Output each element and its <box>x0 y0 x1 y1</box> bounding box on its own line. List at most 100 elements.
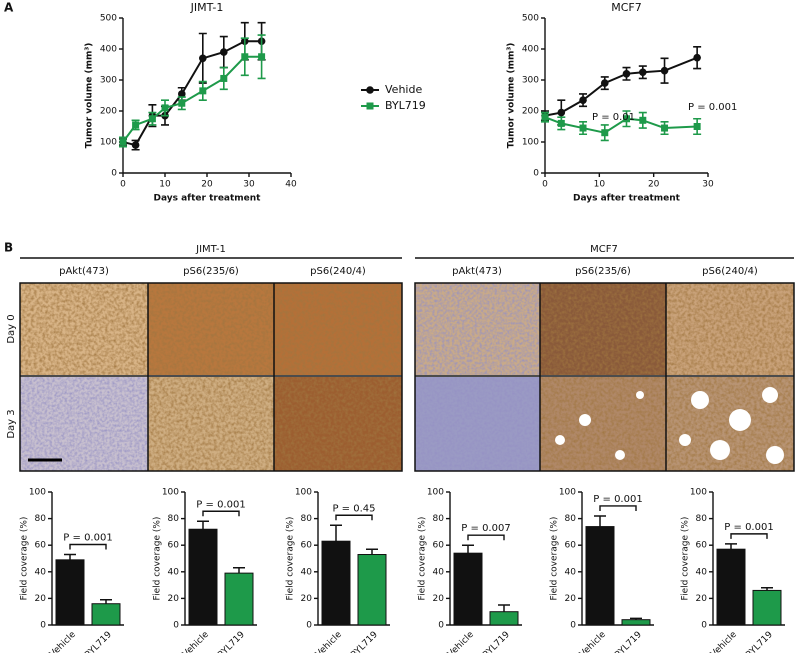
panel-label: A <box>4 1 14 15</box>
micrograph-texture <box>540 283 666 375</box>
y-tick-label: 60 <box>301 541 313 551</box>
error-bar <box>725 543 737 550</box>
point <box>220 74 228 82</box>
error-bar <box>197 520 209 530</box>
y-tick-label: 80 <box>35 514 47 524</box>
y-tick-label: 80 <box>168 514 180 524</box>
annotation: P = 0.01 <box>592 112 635 123</box>
y-tick-label: 20 <box>168 594 180 604</box>
y-tick-label: 80 <box>301 514 313 524</box>
point <box>541 113 549 121</box>
y-tick-label: 300 <box>522 76 539 86</box>
point <box>131 141 140 149</box>
error-bar <box>233 567 245 574</box>
y-tick-label: 100 <box>162 488 179 498</box>
x-axis-label: Days after treatment <box>153 194 261 204</box>
x-tick-label: BYL719 <box>349 630 380 653</box>
y-tick-label: 100 <box>295 488 312 498</box>
error-bar <box>330 524 342 542</box>
y-tick-label: 100 <box>559 488 576 498</box>
y-tick-label: 20 <box>35 594 47 604</box>
panel-label: B <box>4 241 13 255</box>
micrograph-texture <box>274 377 402 471</box>
y-tick-label: 0 <box>438 621 444 631</box>
y-tick-label: 40 <box>696 567 708 577</box>
bar <box>224 572 254 626</box>
y-tick-label: 80 <box>565 514 577 524</box>
bar <box>321 540 351 626</box>
point <box>639 116 647 124</box>
y-tick-label: 60 <box>433 541 445 551</box>
error-bar <box>366 548 378 555</box>
y-tick-label: 0 <box>306 621 312 631</box>
y-tick-label: 400 <box>100 45 117 55</box>
y-tick-label: 60 <box>168 541 180 551</box>
error-bar <box>498 604 510 612</box>
point <box>178 90 186 98</box>
micrograph-texture <box>666 283 794 375</box>
y-axis-label: Field coverage (%) <box>20 517 30 601</box>
x-tick-label: 20 <box>201 180 213 190</box>
annotation: P = 0.001 <box>593 494 642 505</box>
x-tick-label: Vehicle <box>578 629 608 653</box>
annotation: P = 0.007 <box>461 523 510 534</box>
x-tick-label: BYL719 <box>216 630 247 653</box>
point <box>220 48 228 56</box>
y-tick-label: 100 <box>100 138 117 148</box>
point <box>148 115 156 123</box>
y-tick-label: 20 <box>696 594 708 604</box>
x-tick-label: BYL719 <box>481 630 512 653</box>
x-tick-label: 0 <box>120 180 126 190</box>
legend-marker <box>366 102 374 110</box>
point <box>693 53 701 62</box>
stain-label: pS6(235/6) <box>575 266 631 277</box>
micrograph-texture <box>274 283 402 375</box>
y-tick-label: 0 <box>111 169 117 179</box>
legend-label: BYL719 <box>385 99 426 112</box>
x-tick-label: Vehicle <box>48 629 78 653</box>
annotation: P = 0.001 <box>63 533 112 544</box>
x-tick-label: 30 <box>702 180 714 190</box>
annotation: P = 0.001 <box>724 522 773 533</box>
day-label: Day 3 <box>6 409 17 438</box>
micrograph-texture <box>148 377 274 471</box>
stain-label: pAkt(473) <box>452 266 502 277</box>
y-tick-label: 40 <box>35 567 47 577</box>
y-tick-label: 0 <box>701 621 707 631</box>
bar <box>357 554 387 626</box>
micrograph-texture <box>540 377 666 471</box>
x-tick-label: Vehicle <box>709 629 739 653</box>
significance-bracket <box>599 505 637 511</box>
y-tick-label: 200 <box>522 107 539 117</box>
y-tick-label: 20 <box>565 594 577 604</box>
significance-bracket <box>467 534 505 541</box>
y-axis-label: Tumor volume (mm³) <box>85 43 95 149</box>
micrograph-texture <box>20 283 148 375</box>
annotation: P = 0.45 <box>332 503 375 514</box>
bar <box>188 528 218 626</box>
point <box>119 138 127 146</box>
point <box>639 68 647 77</box>
error-bar <box>462 544 474 554</box>
y-axis-label: Field coverage (%) <box>153 517 163 601</box>
chart-title: MCF7 <box>611 1 642 14</box>
legend-marker <box>366 86 374 94</box>
y-tick-label: 20 <box>301 594 313 604</box>
point <box>557 119 565 127</box>
micrograph-texture <box>148 283 274 375</box>
y-tick-label: 300 <box>100 76 117 86</box>
point <box>161 104 169 112</box>
point <box>199 87 207 95</box>
day-label: Day 0 <box>6 314 17 343</box>
y-tick-label: 100 <box>427 488 444 498</box>
y-axis-label: Field coverage (%) <box>550 517 560 601</box>
y-tick-label: 0 <box>570 621 576 631</box>
x-tick-label: 0 <box>542 180 548 190</box>
series-line <box>544 56 698 117</box>
point <box>623 115 630 123</box>
x-axis-label: Days after treatment <box>573 194 681 204</box>
bar <box>91 603 121 626</box>
chart-title: JIMT-1 <box>190 1 224 14</box>
y-axis-label: Tumor volume (mm³) <box>507 43 517 149</box>
significance-bracket <box>202 510 240 517</box>
